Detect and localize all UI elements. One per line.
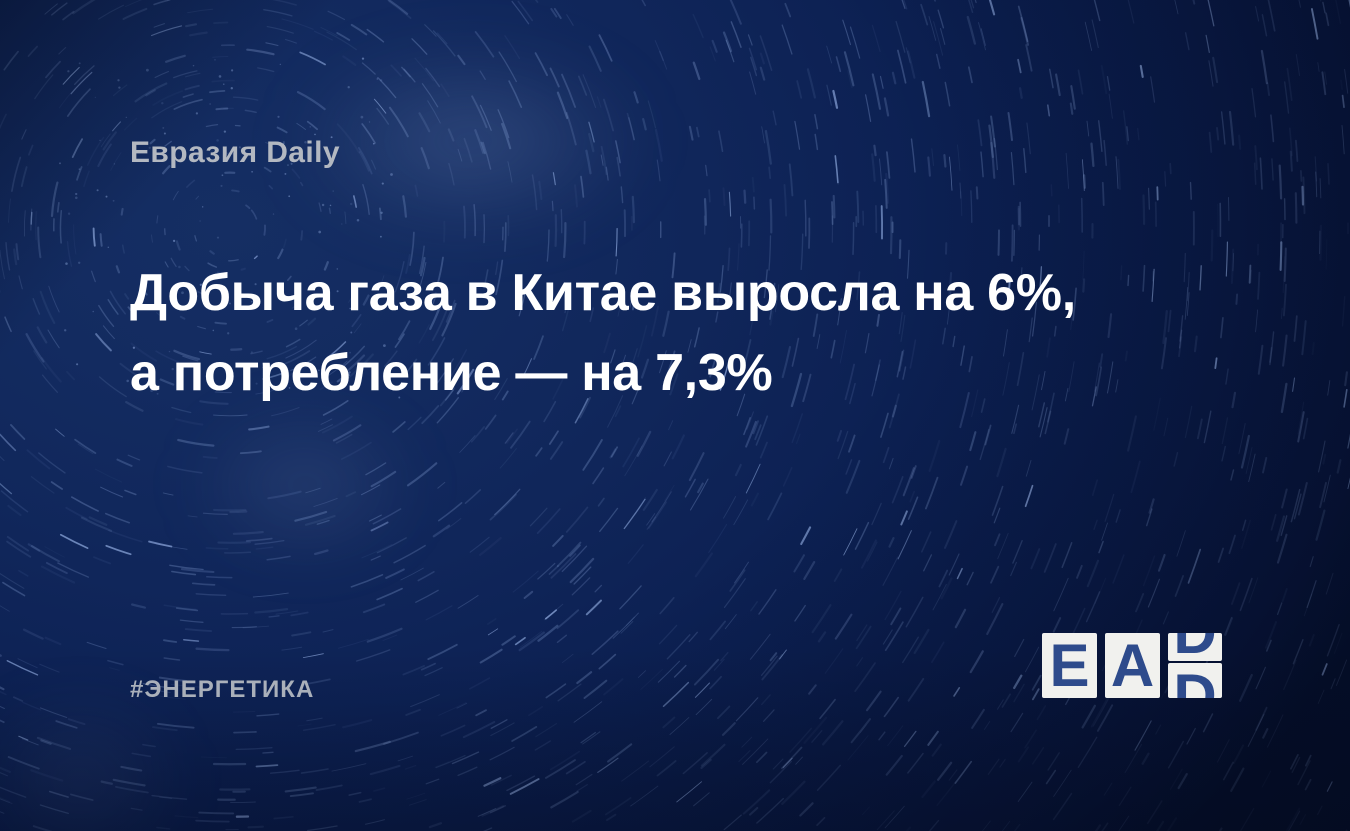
logo-tile-e: E (1042, 633, 1097, 698)
logo-tile-a: A (1105, 633, 1160, 698)
logo-d-flip-top-half: D (1168, 633, 1222, 661)
logo-letter-d-top-part: D (1173, 662, 1217, 698)
hashtag-label: #ЭНЕРГЕТИКА (130, 676, 315, 703)
eadaily-logo: E A D D (1042, 633, 1222, 698)
logo-d-flip-bottom-half: D (1168, 662, 1222, 698)
headline-line-2: а потребление — на 7,3% (130, 344, 773, 402)
brand-name: Евразия Daily (130, 136, 340, 169)
logo-tile-d-flip: D D (1168, 633, 1222, 698)
logo-letter-d-bottom-part: D (1168, 633, 1222, 661)
headline: Добыча газа в Китае выросла на 6%, а пот… (130, 253, 1230, 413)
headline-line-1: Добыча газа в Китае выросла на 6%, (130, 264, 1076, 322)
